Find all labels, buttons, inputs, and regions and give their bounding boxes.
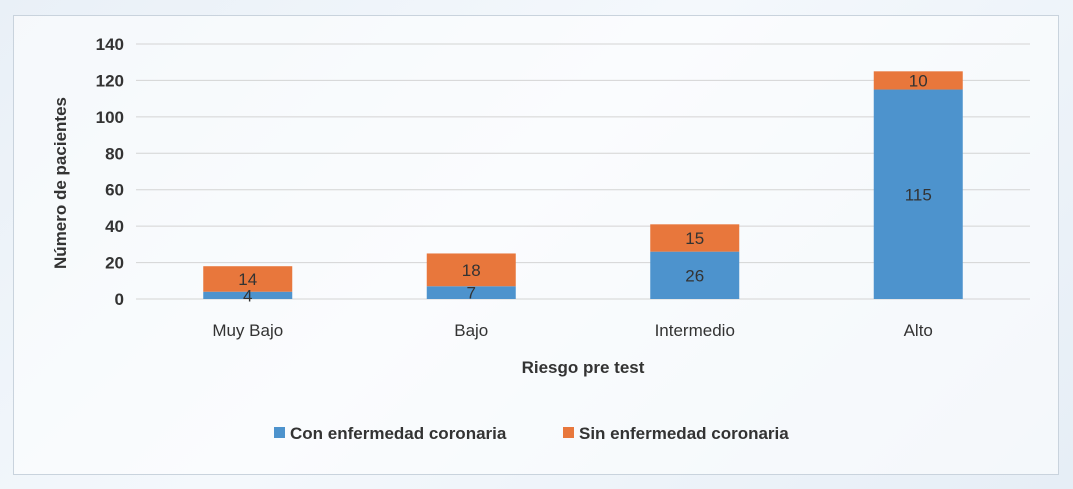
x-axis-categories: Muy Bajo Bajo Intermedio Alto: [212, 321, 933, 340]
data-label: 15: [685, 229, 704, 248]
x-category-label: Bajo: [454, 321, 488, 340]
y-tick-label: 0: [115, 290, 124, 309]
data-labels: 414 7 18 26 15 115 10: [238, 71, 932, 305]
bar-segment: [650, 251, 740, 299]
x-axis-title: Riesgo pre test: [522, 358, 645, 377]
legend-swatch: [274, 427, 285, 438]
y-axis-ticks: 0 20 40 60 80 100 120 140: [96, 35, 124, 309]
x-category-label: Muy Bajo: [212, 321, 283, 340]
legend-label: Con enfermedad coronaria: [290, 424, 507, 443]
legend: Con enfermedad coronaria Sin enfermedad c…: [274, 424, 789, 443]
bar-segment: [203, 266, 293, 292]
x-category-label: Alto: [904, 321, 933, 340]
data-label: 4: [243, 286, 252, 305]
y-tick-label: 60: [105, 181, 124, 200]
chart-frame: 0 20 40 60 80 100 120 140 4 14 7 18 26 15 115 10 Muy B…: [13, 15, 1059, 475]
y-tick-label: 80: [105, 144, 124, 163]
stacked-bar-chart: 0 20 40 60 80 100 120 140 414 7 18 26 15 115 10 Muy B…: [51, 35, 1030, 443]
legend-label: Sin enfermedad coronaria: [579, 424, 789, 443]
y-tick-label: 120: [96, 71, 124, 90]
data-label: 7: [467, 284, 476, 303]
legend-swatch: [563, 427, 574, 438]
data-label: 18: [462, 261, 481, 280]
y-tick-label: 20: [105, 254, 124, 273]
data-label: 14: [238, 270, 257, 289]
data-label: 26: [685, 266, 704, 285]
bar-segment: [203, 291, 293, 299]
y-tick-label: 140: [96, 35, 124, 54]
bar-segment: [650, 224, 740, 252]
y-axis-title: Número de pacientes: [51, 97, 70, 269]
y-tick-label: 100: [96, 108, 124, 127]
data-label: 115: [905, 185, 932, 204]
bars: [203, 71, 963, 300]
y-tick-label: 40: [105, 217, 124, 236]
bar-segment: [873, 71, 963, 90]
x-category-label: Intermedio: [655, 321, 735, 340]
bar-segment: [426, 253, 516, 287]
data-label: 10: [909, 71, 928, 90]
bar-segment: [873, 89, 963, 300]
gridlines: [136, 43, 1030, 300]
bar-segment: [426, 286, 516, 299]
